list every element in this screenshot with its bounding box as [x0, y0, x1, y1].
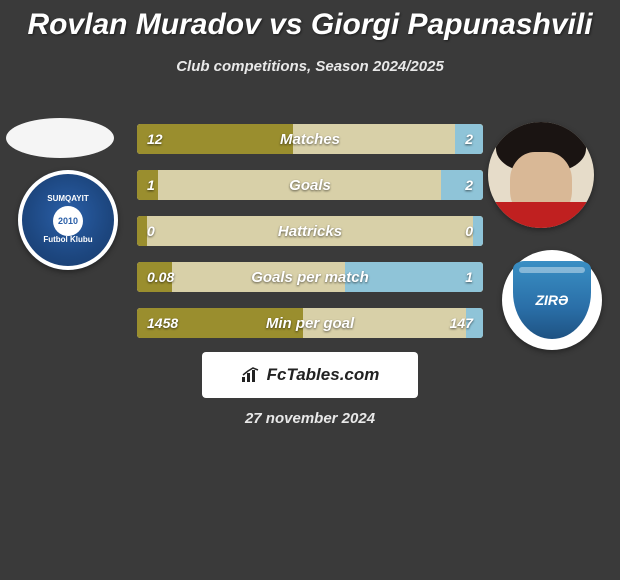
player-left-avatar: [6, 118, 114, 158]
club-right-name: ZIRƏ: [513, 261, 591, 339]
club-right-badge: ZIRƏ: [502, 250, 602, 350]
stat-row: 122Matches: [137, 124, 483, 154]
stat-row: 00Hattricks: [137, 216, 483, 246]
club-left-badge: SUMQAYIT 2010 Futbol Klubu: [18, 170, 118, 270]
stat-row: 0.081Goals per match: [137, 262, 483, 292]
brand-badge[interactable]: FcTables.com: [202, 352, 418, 398]
brand-text: FcTables.com: [267, 365, 380, 385]
stat-label: Hattricks: [137, 216, 483, 246]
stat-label: Goals per match: [137, 262, 483, 292]
club-left-year: 2010: [53, 206, 83, 236]
comparison-date: 27 november 2024: [0, 410, 620, 427]
player-right-avatar: [488, 122, 594, 228]
club-left-sub: Futbol Klubu: [43, 236, 92, 245]
comparison-title: Rovlan Muradov vs Giorgi Papunashvili: [0, 0, 620, 42]
comparison-subtitle: Club competitions, Season 2024/2025: [0, 58, 620, 75]
stat-row: 12Goals: [137, 170, 483, 200]
stat-label: Goals: [137, 170, 483, 200]
chart-icon: [241, 367, 261, 383]
club-left-name: SUMQAYIT: [47, 195, 89, 204]
stat-label: Min per goal: [137, 308, 483, 338]
stat-row: 1458147Min per goal: [137, 308, 483, 338]
stat-label: Matches: [137, 124, 483, 154]
stats-container: 122Matches 12Goals 00Hattricks 0.081Goals p…: [137, 124, 483, 354]
